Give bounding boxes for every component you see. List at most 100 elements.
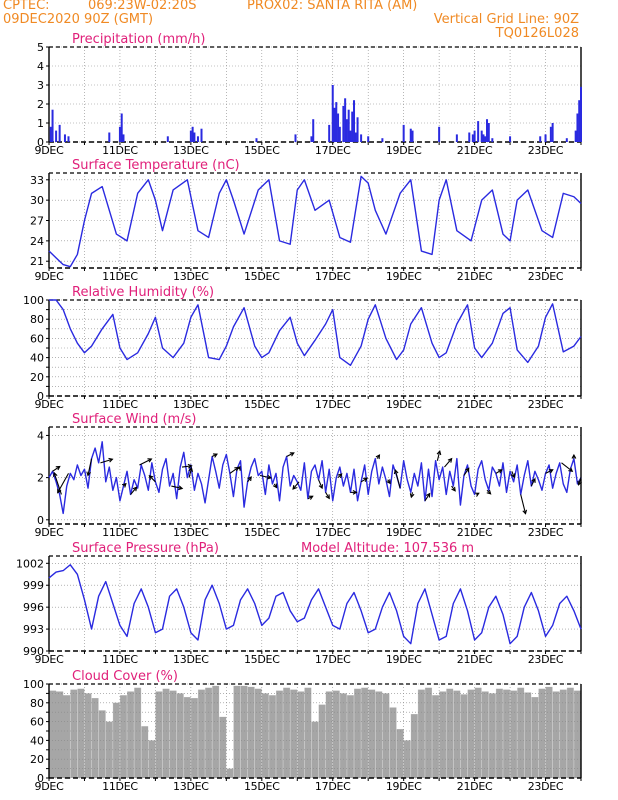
wind-arrow (292, 481, 300, 490)
x-tick-label: 11DEC (102, 526, 138, 539)
y-tick-label: 1002 (16, 557, 44, 570)
precip-bar (118, 126, 121, 142)
x-tick-label: 19DEC (386, 780, 422, 793)
wind-arrow-head (86, 471, 91, 477)
wind-arrow (530, 478, 536, 487)
y-tick-label: 40 (30, 734, 44, 747)
precip-bar (486, 119, 489, 142)
wind-arrow-head (289, 452, 295, 457)
panel-annotation: Model Altitude: 107.536 m (301, 541, 474, 556)
wind-arrow-head (121, 482, 127, 488)
wind-arrow-head (522, 509, 528, 515)
wind-arrow-head (386, 479, 391, 485)
precip-bar (312, 119, 315, 142)
wind-arrow (318, 479, 323, 489)
wind-arrow-head (571, 453, 577, 459)
precip-bar (549, 126, 552, 142)
x-tick-label: 23DEC (528, 653, 564, 666)
wind-arrow (545, 469, 553, 474)
y-tick-label: 21 (30, 255, 44, 268)
precip-bar (565, 138, 568, 142)
wind-arrow-head (393, 469, 399, 475)
y-tick-label: 1 (37, 117, 44, 130)
y-tick-label: 40 (30, 352, 44, 365)
precip-bar (200, 128, 203, 142)
precip-bar (335, 102, 338, 142)
x-tick-label: 23DEC (528, 398, 564, 411)
y-tick-label: 993 (23, 623, 44, 636)
wind-arrow-head (352, 489, 358, 495)
x-tick-label: 9DEC (35, 526, 65, 539)
precip-bar (310, 136, 313, 142)
panel-3: 0 20 40 60 80 100 9DEC 11DEC 13DEC 15DEC 17DEC 19DE… (23, 285, 582, 411)
wind-arrow (436, 451, 441, 461)
precip-bar (120, 113, 123, 142)
y-tick-label: 60 (30, 332, 44, 345)
precip-bar (191, 126, 194, 142)
y-tick-label: 60 (30, 716, 44, 729)
header-grid-note: Vertical Grid Line: 90Z (433, 12, 579, 27)
x-tick-label: 11DEC (102, 398, 138, 411)
header-run: 09DEC2020 90Z (GMT) (3, 12, 154, 27)
header-station: PROX02: SANTA RITA (AM) (247, 0, 418, 13)
series-line (49, 299, 582, 366)
precip-bar (349, 130, 352, 142)
wind-arrow-head (57, 488, 62, 494)
precip-bar (354, 132, 357, 142)
y-tick-label: 0 (37, 136, 44, 149)
precip-bar (51, 109, 54, 142)
precip-bar (337, 113, 340, 142)
precip-bar (344, 98, 347, 142)
y-tick-label: 30 (30, 194, 44, 207)
wind-arrow (325, 492, 330, 499)
precip-bar (351, 111, 354, 142)
wind-arrow-head (375, 454, 381, 460)
precip-bar (193, 132, 196, 142)
x-tick-label: 23DEC (528, 144, 564, 157)
panel-title: Surface Wind (m/s) (72, 412, 196, 427)
wind-arrow-head (548, 469, 554, 474)
series-line (48, 175, 582, 268)
precip-bar (356, 117, 359, 142)
y-tick-label: 100 (23, 294, 44, 307)
x-tick-label: 21DEC (457, 653, 493, 666)
precip-bar (544, 134, 547, 142)
wind-arrow-head (308, 495, 314, 500)
x-tick-label: 17DEC (315, 780, 351, 793)
x-tick-label: 15DEC (244, 526, 280, 539)
wind-arrow-head (236, 465, 241, 471)
x-tick-label: 17DEC (315, 526, 351, 539)
wind-arrow-head (148, 475, 154, 480)
precip-bar (353, 100, 356, 142)
x-tick-label: 11DEC (102, 780, 138, 793)
x-tick-label: 21DEC (457, 270, 493, 283)
x-tick-label: 9DEC (35, 270, 65, 283)
x-tick-label: 9DEC (35, 398, 65, 411)
wind-arrow-head (187, 463, 193, 469)
panel-title: Surface Pressure (hPa) (72, 541, 219, 556)
x-tick-label: 19DEC (386, 398, 422, 411)
x-tick-label: 19DEC (386, 653, 422, 666)
y-tick-label: 80 (30, 313, 44, 326)
x-tick-label: 21DEC (457, 144, 493, 157)
wind-arrow (139, 458, 152, 466)
wind-arrow (171, 485, 183, 489)
wind-arrow (561, 462, 573, 472)
y-tick-label: 990 (23, 645, 44, 658)
y-tick-label: 4 (37, 429, 44, 442)
wind-arrow (360, 477, 368, 483)
precip-bar (63, 134, 66, 142)
panel-title: Relative Humidity (%) (72, 285, 214, 300)
header-coords: 069:23W-02:20S (88, 0, 197, 13)
y-tick-label: 20 (30, 753, 44, 766)
precip-bar (482, 134, 485, 142)
x-tick-label: 19DEC (386, 270, 422, 283)
precip-bar (539, 136, 542, 142)
x-tick-label: 15DEC (244, 144, 280, 157)
x-tick-label: 15DEC (244, 780, 280, 793)
header-source: CPTEC: (3, 0, 50, 13)
precip-bar (338, 126, 341, 142)
panel-6: 0 20 40 60 80 100 9DEC 11DEC 13DEC 15DEC 17DEC 19DE… (23, 669, 582, 793)
wind-arrow-head (577, 480, 582, 486)
precip-bar (108, 132, 111, 142)
